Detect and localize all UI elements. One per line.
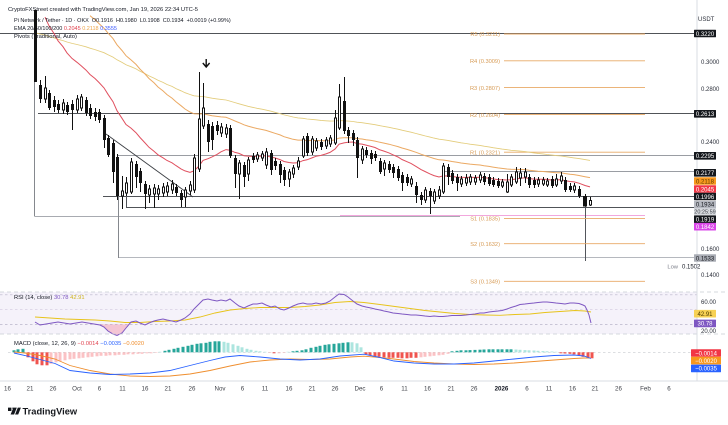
- svg-text:21: 21: [27, 386, 34, 393]
- svg-text:21: 21: [592, 386, 599, 393]
- svg-text:16: 16: [4, 386, 11, 393]
- svg-text:0.1996: 0.1996: [696, 195, 715, 201]
- svg-text:0.1842: 0.1842: [696, 225, 715, 231]
- svg-text:20.00: 20.00: [701, 329, 717, 335]
- svg-text:11: 11: [546, 386, 553, 393]
- svg-text:11: 11: [119, 386, 126, 393]
- svg-text:0.2118: 0.2118: [696, 179, 715, 185]
- svg-text:0.2800: 0.2800: [701, 87, 720, 93]
- svg-text:R1 (0.2321): R1 (0.2321): [470, 150, 500, 156]
- svg-text:2026: 2026: [495, 386, 509, 393]
- svg-text:R4 (0.3009): R4 (0.3009): [470, 59, 500, 65]
- svg-text:TradingView: TradingView: [23, 407, 78, 417]
- svg-text:6: 6: [241, 386, 245, 393]
- svg-text:0.3000: 0.3000: [701, 60, 720, 66]
- svg-text:16: 16: [569, 386, 576, 393]
- svg-text:R5 (0.3211): R5 (0.3211): [470, 32, 500, 38]
- svg-text:0.2045: 0.2045: [696, 187, 715, 193]
- svg-text:20:25:59: 20:25:59: [694, 209, 715, 215]
- svg-text:26: 26: [471, 386, 478, 393]
- svg-text:S3 (0.1349): S3 (0.1349): [470, 280, 500, 286]
- svg-text:0.1919: 0.1919: [696, 218, 715, 224]
- svg-text:R2 (0.2604): R2 (0.2604): [470, 113, 500, 119]
- svg-text:6: 6: [525, 386, 529, 393]
- svg-text:26: 26: [615, 386, 622, 393]
- svg-text:6: 6: [380, 386, 384, 393]
- svg-text:USDT: USDT: [698, 17, 715, 23]
- svg-text:0.1400: 0.1400: [701, 273, 720, 279]
- svg-text:0.2613: 0.2613: [696, 112, 715, 118]
- svg-text:Feb: Feb: [640, 386, 651, 393]
- svg-text:42.91: 42.91: [697, 312, 713, 318]
- svg-text:0.2295: 0.2295: [696, 154, 715, 160]
- svg-text:0.1502: 0.1502: [682, 265, 701, 271]
- svg-text:16: 16: [286, 386, 293, 393]
- svg-text:Dec: Dec: [354, 386, 365, 393]
- svg-text:16: 16: [424, 386, 431, 393]
- svg-text:0.1600: 0.1600: [701, 247, 720, 253]
- svg-text:Nov: Nov: [214, 386, 226, 393]
- svg-text:0.1934: 0.1934: [696, 203, 715, 209]
- svg-text:21: 21: [165, 386, 172, 393]
- svg-text:Low: Low: [667, 265, 678, 271]
- svg-text:R3 (0.2807): R3 (0.2807): [470, 86, 500, 92]
- svg-text:EMA 20/50/100/200 0.2045 0.211: EMA 20/50/100/200 0.2045 0.2118 0.3555: [14, 26, 117, 32]
- svg-text:21: 21: [309, 386, 316, 393]
- svg-text:CryptoFXStreet created with Tr: CryptoFXStreet created with TradingView.…: [8, 7, 198, 13]
- svg-text:26: 26: [332, 386, 339, 393]
- svg-text:−0.0035: −0.0035: [695, 367, 718, 373]
- svg-text:11: 11: [262, 386, 269, 393]
- svg-text:0.1533: 0.1533: [696, 256, 715, 262]
- svg-text:MACD (close, 12, 26, 9) −0.001: MACD (close, 12, 26, 9) −0.0014 −0.0035 …: [14, 341, 144, 347]
- svg-text:6: 6: [98, 386, 102, 393]
- svg-text:0.3220: 0.3220: [696, 32, 715, 38]
- svg-text:0.2400: 0.2400: [701, 140, 720, 146]
- svg-text:Pi Network / Tether · 1D · OKX: Pi Network / Tether · 1D · OKX O0.1916 H…: [14, 18, 231, 24]
- svg-text:Pivots (Traditional, Auto): Pivots (Traditional, Auto): [14, 34, 77, 40]
- svg-text:26: 26: [50, 386, 57, 393]
- svg-text:26: 26: [189, 386, 196, 393]
- svg-text:16: 16: [142, 386, 149, 393]
- svg-text:11: 11: [401, 386, 408, 393]
- svg-text:30.78: 30.78: [697, 322, 713, 328]
- svg-text:−0.0020: −0.0020: [695, 359, 718, 365]
- svg-text:0.2177: 0.2177: [696, 171, 715, 177]
- svg-text:S1 (0.1835): S1 (0.1835): [470, 217, 500, 223]
- svg-text:S2 (0.1632): S2 (0.1632): [470, 242, 500, 248]
- svg-text:60.00: 60.00: [701, 300, 717, 306]
- svg-text:Oct: Oct: [72, 386, 82, 393]
- svg-text:6: 6: [667, 386, 671, 393]
- svg-text:RSI (14, close) 30.78 42.91: RSI (14, close) 30.78 42.91: [14, 295, 85, 301]
- svg-text:21: 21: [448, 386, 455, 393]
- svg-text:−0.0014: −0.0014: [695, 351, 718, 357]
